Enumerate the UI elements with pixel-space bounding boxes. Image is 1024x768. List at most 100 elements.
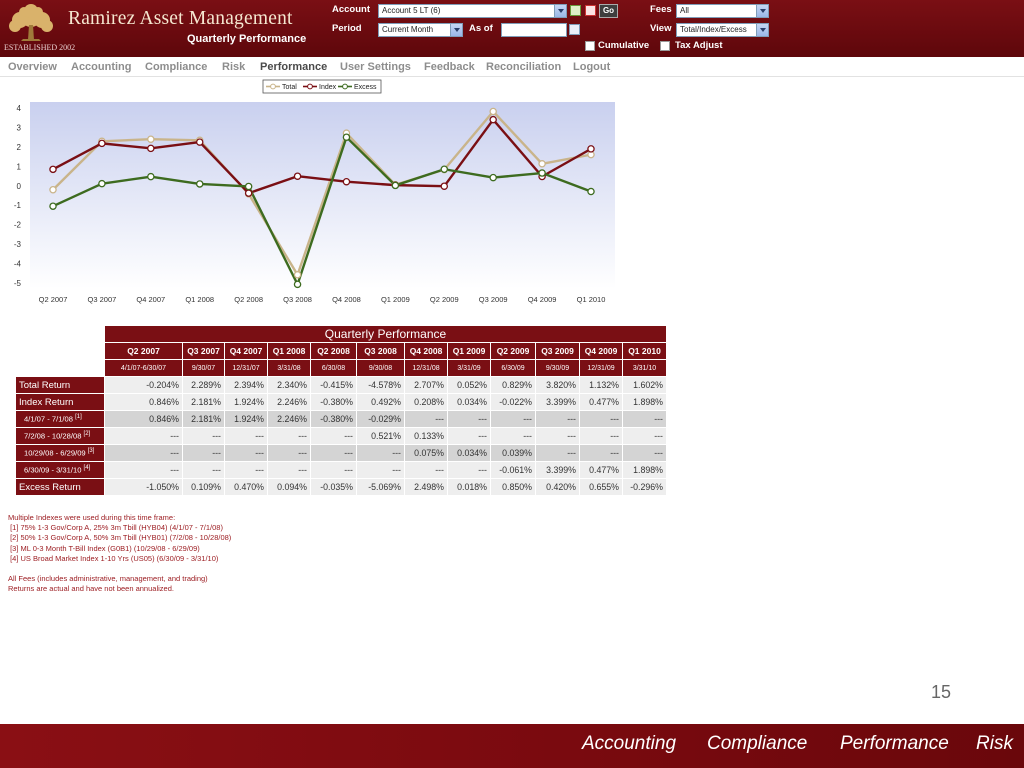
- table-cell: 0.052%: [447, 376, 491, 394]
- cumulative-checkbox[interactable]: [585, 41, 595, 51]
- x-tick-label: Q3 2008: [283, 295, 312, 304]
- table-cell: ---: [622, 444, 667, 462]
- table-cell: 0.133%: [404, 427, 448, 445]
- x-axis: Q2 2007 Q3 2007 Q4 2007 Q1 2008 Q2 2008 Q3 20…: [39, 295, 606, 304]
- chevron-down-icon: [554, 5, 566, 17]
- table-cell: ---: [535, 410, 580, 428]
- footnote-ref: [2]: [83, 431, 91, 438]
- row-label: 4/1/07 - 7/1/08 [1]: [15, 410, 105, 428]
- table-cell: ---: [310, 461, 357, 479]
- plot-area: [30, 102, 615, 289]
- footnote-ref: [4]: [83, 465, 91, 472]
- tax-adjust-label: Tax Adjust: [675, 40, 723, 51]
- nav-compliance[interactable]: Compliance: [145, 61, 208, 73]
- nav-risk[interactable]: Risk: [222, 61, 246, 73]
- table-cell: ---: [404, 461, 448, 479]
- cumulative-label: Cumulative: [598, 40, 650, 51]
- period-label: Period: [332, 23, 362, 34]
- period-select[interactable]: Current Month: [378, 23, 463, 37]
- date-header: 3/31/09: [447, 359, 491, 377]
- date-header: 9/30/08: [356, 359, 405, 377]
- series-line-excess: [52, 136, 592, 286]
- account-select[interactable]: Account 5 LT (6): [378, 4, 567, 18]
- nav-accounting[interactable]: Accounting: [71, 61, 132, 73]
- data-point-index: [440, 182, 449, 190]
- table-cell: ---: [104, 461, 183, 479]
- table-cell: ---: [447, 427, 491, 445]
- table-cell: ---: [579, 427, 623, 445]
- footnote-index-4: [4] US Broad Market Index 1-10 Yrs (US05…: [8, 553, 219, 563]
- tree-logo-icon: [9, 4, 53, 41]
- nav-performance[interactable]: Performance: [260, 61, 328, 73]
- nav-feedback[interactable]: Feedback: [424, 61, 475, 73]
- table-row: 7/2/08 - 10/28/08 [2] --- --- --- --- --- 0.52…: [15, 427, 667, 445]
- date-header: 12/31/07: [224, 359, 268, 377]
- row-label: Total Return: [15, 376, 105, 394]
- data-point-excess: [538, 169, 546, 177]
- table-cell: -0.415%: [310, 376, 357, 394]
- date-header: 12/31/09: [579, 359, 623, 377]
- view-select[interactable]: Total/Index/Excess: [676, 23, 769, 37]
- quarter-header-row: Q2 2007 Q3 2007 Q4 2007 Q1 2008 Q2 2008 Q3 20…: [15, 342, 667, 360]
- legend-label-total: Total: [282, 84, 297, 91]
- quarter-header: Q1 2008: [267, 342, 311, 360]
- table-cell: 0.094%: [267, 478, 311, 496]
- export-pdf-icon[interactable]: [585, 5, 596, 16]
- x-tick-label: Q4 2007: [136, 295, 165, 304]
- table-cell: ---: [447, 410, 491, 428]
- nav-logout[interactable]: Logout: [573, 61, 611, 73]
- table-cell: -0.380%: [310, 393, 357, 411]
- nav-user-settings[interactable]: User Settings: [340, 61, 411, 73]
- y-tick-label: -4: [14, 260, 22, 269]
- y-tick-label: 2: [17, 143, 22, 152]
- table-cell: 0.829%: [490, 376, 536, 394]
- quarter-header: Q4 2009: [579, 342, 623, 360]
- quarter-header: Q2 2007: [104, 342, 183, 360]
- quarter-header: Q4 2007: [224, 342, 268, 360]
- table-cell: -1.050%: [104, 478, 183, 496]
- data-point-index: [489, 115, 497, 124]
- data-point-index: [342, 177, 351, 186]
- series-lines: [49, 107, 595, 289]
- calendar-icon[interactable]: [569, 24, 580, 35]
- table-cell: 0.850%: [490, 478, 536, 496]
- table-cell: -4.578%: [356, 376, 405, 394]
- nav-reconciliation[interactable]: Reconciliation: [486, 61, 562, 73]
- table-cell: ---: [310, 427, 357, 445]
- table-cell: 1.898%: [622, 393, 667, 411]
- table-cell: 0.846%: [104, 393, 183, 411]
- fees-select[interactable]: All: [676, 4, 769, 18]
- date-header: 9/30/07: [182, 359, 225, 377]
- table-cell: 0.846%: [104, 410, 183, 428]
- export-excel-icon[interactable]: [570, 5, 581, 16]
- table-cell: 2.289%: [182, 376, 225, 394]
- table-cell: 1.602%: [622, 376, 667, 394]
- x-tick-label: Q1 2009: [381, 295, 410, 304]
- table-cell: 0.075%: [404, 444, 448, 462]
- x-tick-label: Q2 2009: [430, 295, 459, 304]
- table-cell: -0.029%: [356, 410, 405, 428]
- data-point-total: [147, 135, 155, 143]
- table-cell: 2.246%: [267, 393, 311, 411]
- data-point-total: [49, 185, 57, 194]
- table-cell: 2.707%: [404, 376, 448, 394]
- table-cell: 0.420%: [535, 478, 580, 496]
- table-cell: ---: [182, 427, 225, 445]
- table-cell: 0.039%: [490, 444, 536, 462]
- nav-overview[interactable]: Overview: [8, 61, 57, 73]
- tax-adjust-checkbox[interactable]: [660, 41, 670, 51]
- chevron-down-icon: [756, 5, 768, 17]
- table-cell: ---: [447, 461, 491, 479]
- row-label: 7/2/08 - 10/28/08 [2]: [15, 427, 105, 445]
- quarter-header: Q2 2008: [310, 342, 357, 360]
- data-point-excess: [244, 182, 253, 191]
- footnote-returns: Returns are actual and have not been ann…: [8, 584, 174, 594]
- page-subtitle: Quarterly Performance: [187, 33, 307, 45]
- as-of-date-input[interactable]: [501, 23, 567, 37]
- go-button[interactable]: Go: [599, 4, 618, 18]
- table-cell: ---: [224, 461, 268, 479]
- y-tick-label: -1: [14, 201, 22, 210]
- quarter-header: Q3 2009: [535, 342, 580, 360]
- table-cell: 0.492%: [356, 393, 405, 411]
- table-cell: ---: [104, 444, 183, 462]
